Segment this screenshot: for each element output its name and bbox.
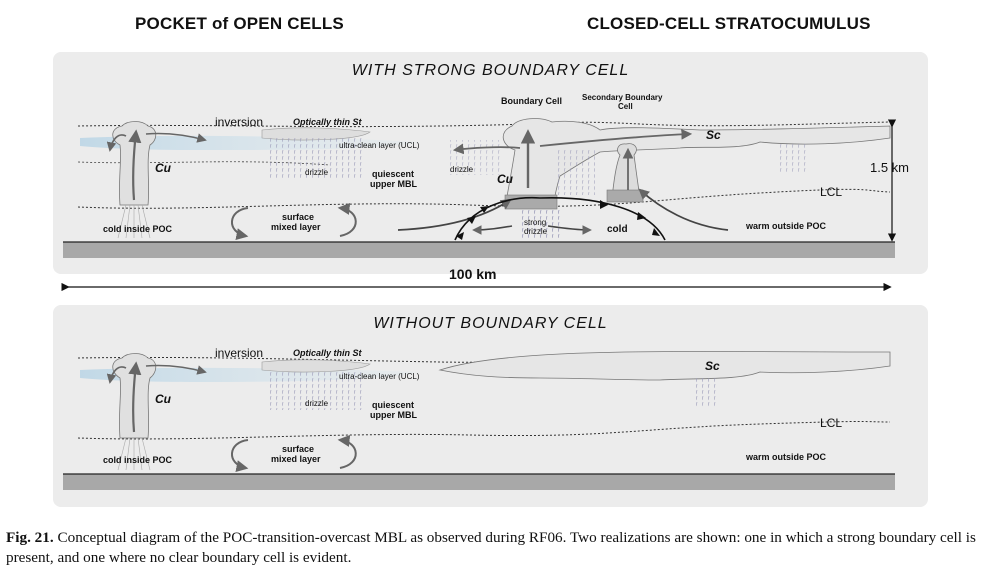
warm-outside-label-b: warm outside POC bbox=[745, 452, 827, 462]
cold-inside-label-b: cold inside POC bbox=[103, 455, 173, 465]
quiescent-label-b: quiescent bbox=[372, 400, 414, 410]
cold-pool-front-a bbox=[454, 196, 666, 241]
sc-deck-b bbox=[438, 351, 891, 381]
caption-text: Conceptual diagram of the POC-transition… bbox=[6, 529, 976, 566]
panel-b-title: WITHOUT BOUNDARY CELL bbox=[373, 315, 608, 332]
height-scale-label-a: 1.5 km bbox=[870, 160, 909, 175]
surface-label-b: surface bbox=[282, 444, 314, 454]
heading-closed-cell-stratocumulus: CLOSED-CELL STRATOCUMULUS bbox=[587, 14, 871, 33]
figure-caption: Fig. 21. Conceptual diagram of the POC-t… bbox=[6, 528, 976, 568]
drizzle-strong-label-a: drizzle bbox=[524, 227, 548, 236]
ucl-label-a: ultra-clean layer (UCL) bbox=[339, 141, 420, 150]
panel-a-drawing: inversion Optically thin St Boundary Cel… bbox=[63, 93, 909, 258]
cu-left-label-a: Cu bbox=[155, 161, 172, 175]
thin-st-label-b: Optically thin St bbox=[293, 348, 363, 358]
boundary-cell-label-a: Boundary Cell bbox=[501, 96, 562, 106]
sc-label-b: Sc bbox=[705, 359, 720, 373]
mixed-layer-label-b: mixed layer bbox=[271, 454, 321, 464]
panel-a-title: WITH STRONG BOUNDARY CELL bbox=[351, 62, 630, 79]
upper-mbl-label-b: upper MBL bbox=[370, 410, 417, 420]
horizontal-scale-label: 100 km bbox=[449, 266, 496, 282]
cold-inside-label-a: cold inside POC bbox=[103, 224, 173, 234]
drizzle-center-label-a: drizzle bbox=[450, 165, 474, 174]
inversion-line-a bbox=[77, 121, 891, 128]
lcl-label-a: LCL bbox=[820, 185, 842, 199]
warm-outside-label-a: warm outside POC bbox=[745, 221, 827, 231]
quiescent-label-a: quiescent bbox=[372, 169, 414, 179]
cu-center-label-a: Cu bbox=[497, 172, 514, 186]
cold-label-a: cold bbox=[607, 224, 628, 235]
strong-label-a: strong bbox=[524, 218, 546, 227]
ground-a bbox=[63, 242, 895, 258]
drizzle-label-a: drizzle bbox=[305, 168, 329, 177]
lcl-line-b bbox=[77, 421, 891, 440]
inversion-label-a: inversion bbox=[215, 115, 263, 129]
thin-st-label-a: Optically thin St bbox=[293, 117, 363, 127]
caption-label: Fig. 21. bbox=[6, 529, 54, 546]
lcl-line-a bbox=[77, 188, 891, 209]
panel-b-drawing: inversion Optically thin St Sc ultra-cle… bbox=[63, 346, 895, 490]
drizzle-label-b: drizzle bbox=[305, 399, 329, 408]
secondary-boundary-label-a-2: Cell bbox=[618, 102, 633, 111]
mixed-layer-label-a: mixed layer bbox=[271, 222, 321, 232]
surface-label-a: surface bbox=[282, 212, 314, 222]
secondary-boundary-label-a: Secondary Boundary bbox=[582, 93, 663, 102]
cu-label-b: Cu bbox=[155, 392, 172, 406]
heading-pocket-of-open-cells: POCKET of OPEN CELLS bbox=[135, 14, 344, 33]
ucl-label-b: ultra-clean layer (UCL) bbox=[339, 372, 420, 381]
sc-label-a: Sc bbox=[706, 128, 721, 142]
ground-b bbox=[63, 474, 895, 490]
panel-without-boundary-cell: WITHOUT BOUNDARY CELL bbox=[53, 305, 928, 507]
inversion-label-b: inversion bbox=[215, 346, 263, 360]
lcl-label-b: LCL bbox=[820, 416, 842, 430]
upper-mbl-label-a: upper MBL bbox=[370, 179, 417, 189]
